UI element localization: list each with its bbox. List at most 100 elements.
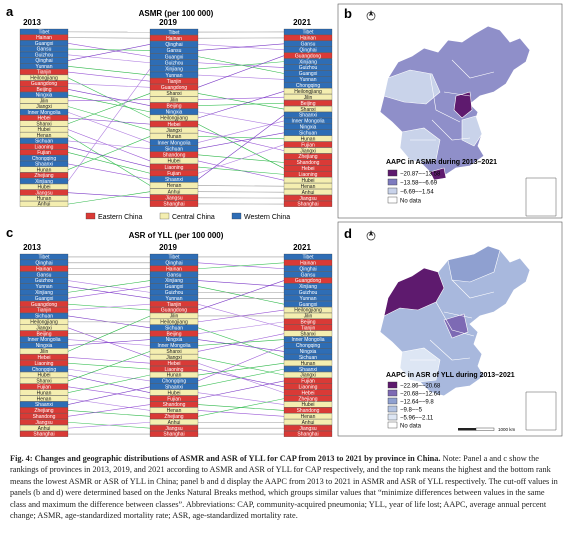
rank-cell [149,312,199,319]
rank-connector-line [67,146,151,168]
figure-caption: Fig. 4: Changes and geographic distribut… [10,453,558,521]
rank-cell [283,94,333,101]
rank-cell-label: Shanxi [166,91,181,97]
rank-cell [283,28,333,35]
rank-cell-label: Zhejiang [298,154,317,160]
rank-cell [283,159,333,166]
rank-cell [19,143,69,150]
rank-connector-line [197,410,285,417]
rank-connector-line [67,421,151,429]
rank-cell [149,59,199,66]
rank-cell [283,76,333,83]
rank-cell-label: Xinjiang [165,67,183,73]
rank-cell-label: Yunnan [36,64,53,70]
rank-cell [19,413,69,420]
rank-cell [149,157,199,164]
rank-cell-label: Shandong [163,402,186,408]
panel-a-year-2021: 2021 [293,18,311,27]
rank-connector-line [197,61,285,70]
rank-cell-label: Jilin [304,95,313,101]
rank-cell [19,324,69,331]
panel-c-column-2013: TibetQinghaiHainanGansuGuizhouYunnanXinj… [19,253,69,438]
panel-a-connector-lines [67,31,285,205]
rank-cell [19,283,69,290]
panel-a-ranking-chart: a ASMR (per 100 000) 2013 2019 2021 Tibe… [6,4,333,208]
panel-c-year-2019: 2019 [159,243,177,252]
rank-cell [283,413,333,420]
rank-connector-line [197,339,285,352]
rank-cell [149,151,199,158]
province-light-south [399,127,441,163]
rank-cell [283,40,333,47]
rank-cell [283,82,333,89]
rank-cell-label: Hubei [37,373,50,379]
rank-connector-line [197,114,285,180]
rank-cell-label: Chongqing [296,343,320,349]
rank-cell-label: Jiangxi [166,355,182,361]
rank-cell-label: Xinjiang [35,179,53,185]
rank-cell-label: Shanghai [33,432,54,438]
rank-cell [19,74,69,81]
rank-cell [283,277,333,284]
rank-connector-line [67,71,151,82]
rank-cell-label: Anhui [38,202,51,208]
province-light-south [399,347,441,383]
rank-cell-label: Tibet [303,30,315,36]
province-dark-central [453,91,473,119]
rank-cell [283,165,333,172]
rank-cell-label: Qinghai [299,266,316,272]
rank-cell [149,413,199,420]
rank-cell [283,324,333,331]
rank-cell-label: Fujian [301,379,315,385]
rank-cell [19,195,69,202]
rank-cell-label: Inner Mongolia [157,140,190,146]
rank-cell-label: Fujian [301,142,315,148]
rank-cell [149,360,199,366]
rank-cell [149,253,199,260]
rank-cell [19,51,69,58]
rank-cell-label: Hubei [37,127,50,133]
rank-connector-line [67,386,151,405]
rank-cell [283,129,333,136]
rank-cell-label: Sichuan [165,325,183,331]
rank-cell-label: Gansu [37,47,52,53]
rank-connector-line [197,309,285,323]
rank-connector-line [197,357,285,376]
rank-cell-label: Qinghai [35,261,52,267]
rank-connector-line [197,93,285,110]
rank-cell-label: Henan [301,414,316,420]
rank-cell [149,259,199,266]
province-xinjiang-dark [383,267,445,317]
rank-cell-label: Guangxi [165,54,184,60]
rank-cell-label: Jiangxi [300,148,316,154]
rank-cell [149,200,199,207]
rank-cell [283,64,333,71]
rank-connector-line [197,392,285,405]
rank-connector-line [67,37,151,39]
map-legend-label: −13.58–−6.69 [400,181,438,187]
rank-cell [283,407,333,414]
rank-cell [283,301,333,307]
rank-cell-label: Jiangsu [165,426,182,432]
rank-connector-line [67,339,151,346]
rank-cell-label: Heilongjiang [160,116,188,122]
rank-cell [19,120,69,127]
rank-cell-label: Guangdong [31,302,57,308]
rank-cell-label: Hebei [37,116,50,122]
rank-connector-line [197,166,285,175]
rank-connector-line [67,48,151,51]
rank-connector-line [197,333,285,352]
rank-cell-label: Shanxi [300,331,315,337]
rank-cell [19,253,69,260]
rank-cell [283,117,333,124]
rank-cell-label: Yunnan [166,73,183,79]
rank-cell [149,47,199,54]
rank-cell-label: Ningxia [166,337,183,343]
map-legend-label: −6.69–−1.54 [400,190,434,196]
rank-cell-label: Shanxi [36,121,51,127]
rank-cell-label: Jilin [170,314,179,320]
rank-cell [149,265,199,272]
rank-cell [19,301,69,307]
rank-cell-label: Yunnan [300,77,317,83]
